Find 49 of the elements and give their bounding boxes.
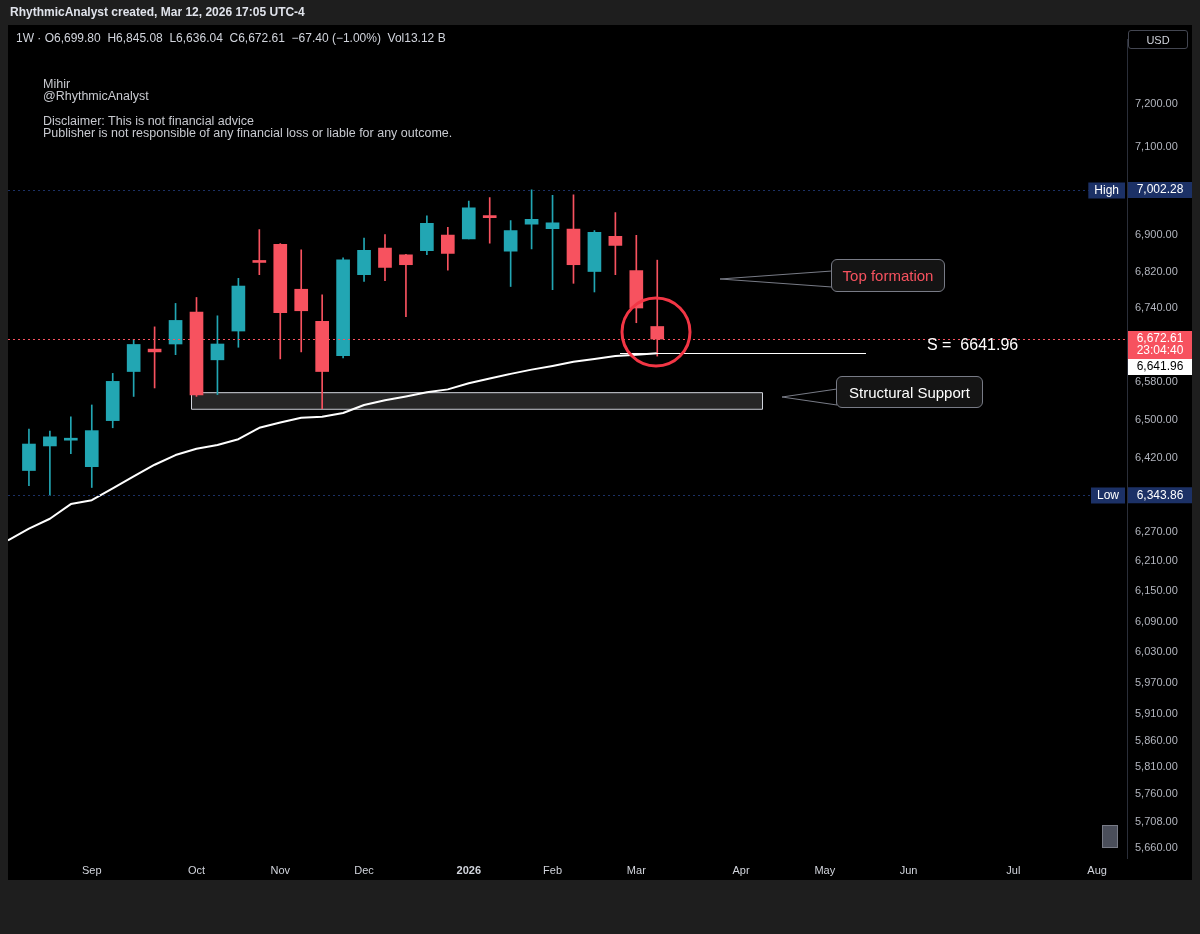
y-tick-label: 6,150.00 <box>1135 584 1178 597</box>
x-tick-label: Nov <box>270 863 291 876</box>
y-tick-label: 6,090.00 <box>1135 614 1178 627</box>
x-tick-label: 2026 <box>456 863 482 876</box>
ref-line-label: High <box>1094 182 1119 197</box>
chart-subtitle: 1W · O6,699.80 H6,845.08 L6,636.04 C6,672.61 −67.40 (−1.00%) Vol13.12 B <box>16 31 446 45</box>
y-tick-label: 6,820.00 <box>1135 264 1178 277</box>
y-tick-label: 7,200.00 <box>1135 96 1178 109</box>
x-tick-label: Mar <box>626 863 647 876</box>
x-tick-label: Aug <box>1087 863 1107 876</box>
y-tick-label: 5,708.00 <box>1135 815 1178 828</box>
text: 6,672.61 <box>1136 331 1184 346</box>
y-tick-label: 6,500.00 <box>1135 413 1178 426</box>
y-tick-label: 6,270.00 <box>1135 524 1178 537</box>
text: USD <box>1128 30 1188 49</box>
y-tick-label: 5,860.00 <box>1135 733 1178 746</box>
text: 6,343.86 <box>1136 487 1184 502</box>
text: 7,002.28 <box>1136 182 1184 197</box>
y-tick-label: 6,030.00 <box>1135 645 1178 658</box>
text: 23:04:40 <box>1136 343 1184 358</box>
x-tick-label: Jun <box>899 863 918 876</box>
y-tick-label: 6,740.00 <box>1135 301 1178 314</box>
y-tick-label: 5,810.00 <box>1135 760 1178 773</box>
y-tick-label: 5,660.00 <box>1135 841 1178 854</box>
y-tick-label: 6,210.00 <box>1135 554 1178 567</box>
ref-line-label: S = 6641.96 <box>927 335 1019 353</box>
x-tick-label: Apr <box>732 863 750 876</box>
annotation: Mihir <box>43 77 71 91</box>
y-tick-label: 6,420.00 <box>1135 451 1178 464</box>
annotation: Disclaimer: This is not financial advice <box>43 114 254 128</box>
x-tick-label: Jul <box>1006 863 1021 876</box>
chart-title: RhythmicAnalyst created, Mar 12, 2026 17:05 UTC-4 <box>10 5 305 19</box>
y-tick-label: 5,910.00 <box>1135 707 1178 720</box>
y-tick-label: 6,900.00 <box>1135 228 1178 241</box>
x-tick-label: Sep <box>81 863 102 876</box>
annotation: Structural Support <box>836 376 983 408</box>
annotation: @RhythmicAnalyst <box>43 89 149 103</box>
y-tick-label: 7,100.00 <box>1135 140 1178 153</box>
y-tick-label: 5,760.00 <box>1135 787 1178 800</box>
x-tick-label: Feb <box>543 863 563 876</box>
annotation: Publisher is not responsible of any financial loss or liable for any outcome. <box>43 126 453 140</box>
x-tick-label: Dec <box>354 863 375 876</box>
ref-line-label: Low <box>1096 487 1120 502</box>
text: 6,641.96 <box>1136 359 1184 374</box>
y-tick-label: 6,580.00 <box>1135 375 1178 388</box>
annotation: Top formation <box>831 259 945 292</box>
x-tick-label: Oct <box>187 863 206 876</box>
y-tick-label: 5,970.00 <box>1135 676 1178 689</box>
x-tick-label: May <box>814 863 836 876</box>
